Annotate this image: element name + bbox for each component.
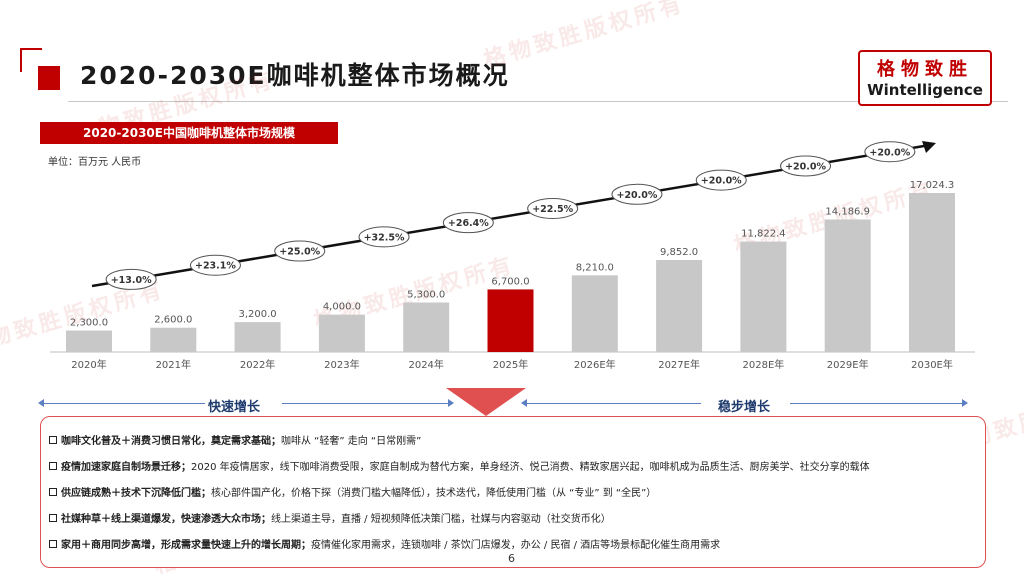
growth-label: +25.0% xyxy=(279,247,320,258)
driver-item: 供应链成熟＋技术下沉降低门槛；核心部件国产化，价格下探（消费门槛大幅降低），技术… xyxy=(49,484,656,499)
bar xyxy=(234,322,281,352)
growth-label: +32.5% xyxy=(364,232,405,243)
title-divider xyxy=(68,101,1008,102)
x-tick-label: 2020年 xyxy=(71,358,106,371)
logo-chinese-text: 格物致胜 xyxy=(877,59,973,80)
fast-growth-arrow-left xyxy=(38,399,205,407)
data-label: 4,000.0 xyxy=(323,302,361,313)
x-tick-label: 2021年 xyxy=(156,358,191,371)
driver-heading: 供应链成熟＋技术下沉降低门槛； xyxy=(61,488,211,499)
page-title: 2020-2030E咖啡机整体市场概况 xyxy=(80,61,510,90)
data-label: 5,300.0 xyxy=(407,290,445,301)
growth-bubble xyxy=(864,141,916,163)
trend-arrowhead xyxy=(922,141,936,153)
growth-bubble xyxy=(527,197,579,219)
bar xyxy=(318,314,365,352)
data-label: 11,822.4 xyxy=(741,229,786,240)
x-tick-label: 2024年 xyxy=(408,358,443,371)
driver-detail: 咖啡从 “轻奢” 走向 “日常刚需” xyxy=(281,436,422,447)
growth-label: +20.0% xyxy=(869,147,910,158)
growth-label: +20.0% xyxy=(785,161,826,172)
growth-bubble xyxy=(189,254,241,276)
x-tick-label: 2023年 xyxy=(324,358,359,371)
driver-heading: 家用＋商用同步高增，形成需求量快速上升的增长周期； xyxy=(61,540,311,551)
growth-bubble xyxy=(780,155,832,177)
bar xyxy=(403,302,450,352)
bar xyxy=(824,219,871,352)
logo-english-text: Wintelligence xyxy=(867,81,983,99)
growth-bubble xyxy=(611,183,663,205)
data-label: 17,024.3 xyxy=(910,180,955,191)
data-label: 14,186.9 xyxy=(825,207,870,218)
checkbox-square-icon xyxy=(49,462,57,470)
steady-growth-arrow-right xyxy=(790,399,968,407)
growth-label: +20.0% xyxy=(616,190,657,201)
phase-fast-growth: 快速增长 xyxy=(208,400,261,415)
growth-label: +20.0% xyxy=(701,176,742,187)
bar xyxy=(656,259,703,352)
checkbox-square-icon xyxy=(49,436,57,444)
x-tick-label: 2028E年 xyxy=(743,358,785,371)
x-tick-label: 2030E年 xyxy=(911,358,953,371)
growth-label: +22.5% xyxy=(532,204,573,215)
data-label: 8,210.0 xyxy=(576,262,614,273)
driver-item: 咖啡文化普及＋消费习惯日常化，奠定需求基础；咖啡从 “轻奢” 走向 “日常刚需” xyxy=(49,432,421,447)
title-corner-outline xyxy=(20,48,42,72)
growth-label: +26.4% xyxy=(448,218,489,229)
growth-bubble xyxy=(442,212,494,234)
x-tick-label: 2027E年 xyxy=(658,358,700,371)
x-tick-label: 2022年 xyxy=(240,358,275,371)
growth-bubble xyxy=(105,268,157,290)
bar xyxy=(66,330,112,352)
down-arrow-icon xyxy=(446,388,526,416)
driver-heading: 咖啡文化普及＋消费习惯日常化，奠定需求基础； xyxy=(61,436,281,447)
checkbox-square-icon xyxy=(49,540,57,548)
watermark: 格物致胜版权所有 xyxy=(481,0,689,74)
chart-subtitle-banner: 2020-2030E中国咖啡机整体市场规模 xyxy=(40,122,338,144)
bar xyxy=(150,327,197,352)
drivers-panel: 咖啡文化普及＋消费习惯日常化，奠定需求基础；咖啡从 “轻奢” 走向 “日常刚需”… xyxy=(40,416,986,568)
growth-bubble xyxy=(274,240,326,262)
checkbox-square-icon xyxy=(49,488,57,496)
market-size-chart: 2,300.0 2020年 2,600.0 2021年 3,200.0 2022年 4,00… xyxy=(50,141,975,371)
data-label: 2,300.0 xyxy=(70,318,108,329)
data-label: 3,200.0 xyxy=(239,309,277,320)
fast-growth-arrow-right xyxy=(282,399,454,407)
data-label: 6,700.0 xyxy=(491,276,529,287)
bar xyxy=(571,275,618,352)
unit-label: 单位：百万元 人民币 xyxy=(48,157,142,168)
driver-item: 家用＋商用同步高增，形成需求量快速上升的增长周期；疫情催化家用需求，连锁咖啡 /… xyxy=(49,536,720,551)
phase-steady-growth: 稳步增长 xyxy=(718,400,771,415)
growth-bubble xyxy=(695,169,747,191)
data-label: 2,600.0 xyxy=(154,315,192,326)
growth-label: +23.1% xyxy=(195,261,236,272)
driver-item: 社媒种草＋线上渠道爆发，快速渗透大众市场；线上渠道主导，直播 / 短视频降低决策… xyxy=(49,510,611,525)
x-tick-label: 2029E年 xyxy=(827,358,869,371)
page-number: 6 xyxy=(508,552,515,565)
brand-logo: 格物致胜 Wintelligence xyxy=(858,50,992,106)
driver-heading: 疫情加速家庭自制场景迁移； xyxy=(61,462,191,473)
bar xyxy=(909,193,955,352)
driver-detail: 线上渠道主导，直播 / 短视频降低决策门槛，社媒与内容驱动（社交货币化） xyxy=(271,514,611,525)
data-label: 9,852.0 xyxy=(660,247,698,258)
driver-detail: 核心部件国产化，价格下探（消费门槛大幅降低），技术迭代，降低使用门槛（从 “专业… xyxy=(211,488,657,499)
driver-heading: 社媒种草＋线上渠道爆发，快速渗透大众市场； xyxy=(61,514,271,525)
bar xyxy=(487,289,534,352)
steady-growth-arrow-left xyxy=(521,399,701,407)
growth-bubble xyxy=(358,226,410,248)
driver-detail: 2020 年疫情居家，线下咖啡消费受限，家庭自制成为替代方案，单身经济、悦己消费… xyxy=(191,462,870,473)
driver-detail: 疫情催化家用需求，连锁咖啡 / 茶饮门店爆发，办公 / 民宿 / 酒店等场景标配… xyxy=(311,540,721,551)
x-tick-label: 2026E年 xyxy=(574,358,616,371)
title-corner-block xyxy=(38,66,60,90)
checkbox-square-icon xyxy=(49,514,57,522)
x-tick-label: 2025年 xyxy=(493,358,528,371)
growth-label: +13.0% xyxy=(111,275,152,286)
bar xyxy=(740,241,787,352)
driver-item: 疫情加速家庭自制场景迁移；2020 年疫情居家，线下咖啡消费受限，家庭自制成为替… xyxy=(49,458,870,473)
